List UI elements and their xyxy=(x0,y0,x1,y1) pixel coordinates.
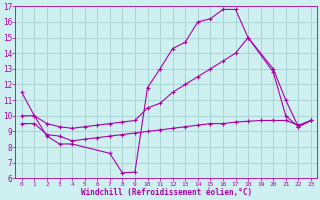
X-axis label: Windchill (Refroidissement éolien,°C): Windchill (Refroidissement éolien,°C) xyxy=(81,188,252,197)
